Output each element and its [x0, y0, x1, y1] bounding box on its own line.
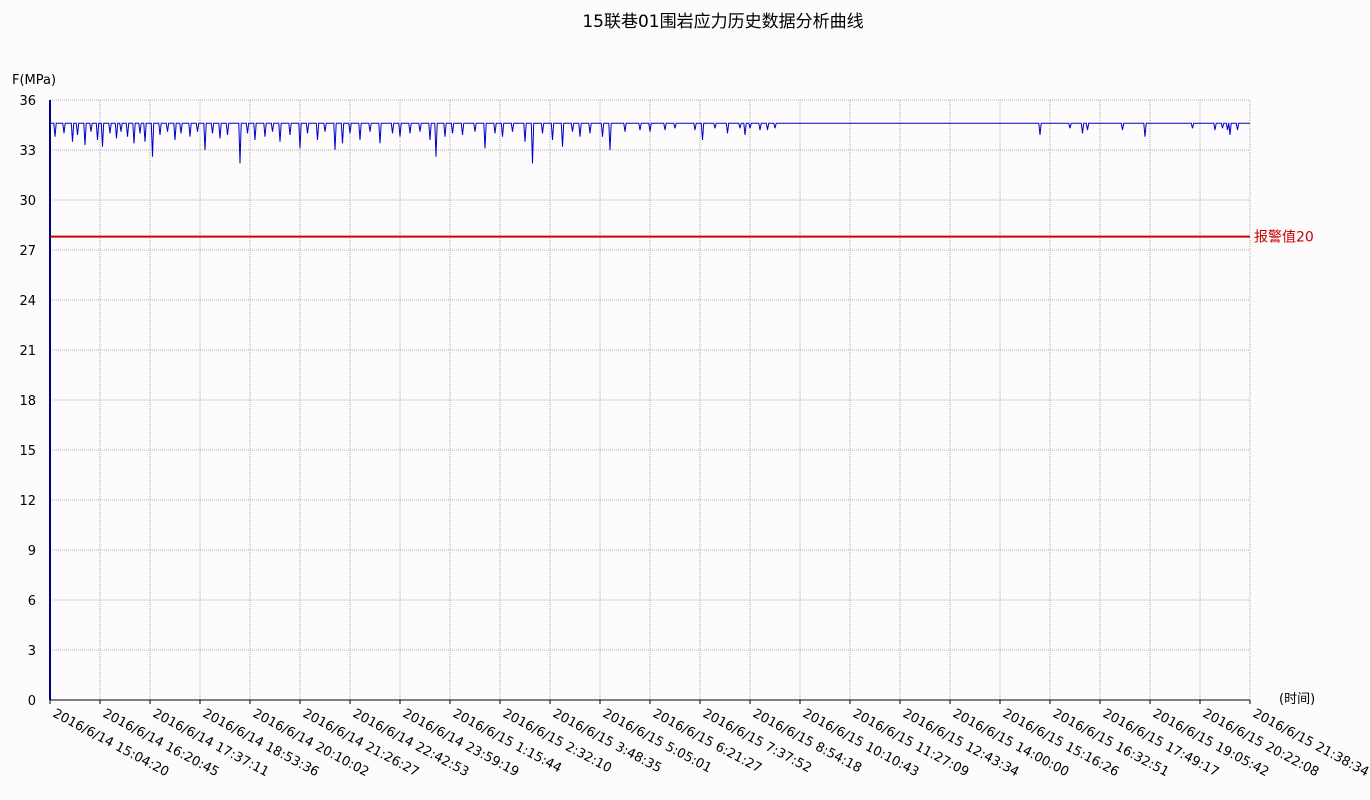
- threshold-label: 报警值20: [1254, 230, 1314, 246]
- y-tick-label: 15: [19, 444, 36, 459]
- y-tick-label: 36: [19, 94, 36, 109]
- y-tick-label: 33: [19, 144, 36, 159]
- x-axis-label: (时间): [1279, 692, 1315, 707]
- y-tick-label: 9: [28, 544, 36, 559]
- y-tick-label: 6: [28, 594, 36, 609]
- gridlines: [50, 99, 1251, 700]
- alarm-threshold: 报警值20: [50, 230, 1314, 246]
- y-tick-label: 30: [19, 194, 36, 209]
- y-axis-label: F(MPa): [12, 73, 56, 88]
- y-tick-label: 18: [19, 394, 36, 409]
- y-tick-label: 12: [19, 494, 36, 509]
- series-layer: [50, 122, 1250, 164]
- y-tick-label: 21: [19, 344, 36, 359]
- y-tick-label: 0: [28, 694, 36, 709]
- axes: [49, 100, 1251, 704]
- y-tick-label: 27: [19, 244, 36, 259]
- y-tick-label: 3: [28, 644, 36, 659]
- series-line: [50, 122, 1250, 164]
- chart-title: 15联巷01围岩应力历史数据分析曲线: [582, 12, 863, 32]
- y-tick-label: 24: [19, 294, 36, 309]
